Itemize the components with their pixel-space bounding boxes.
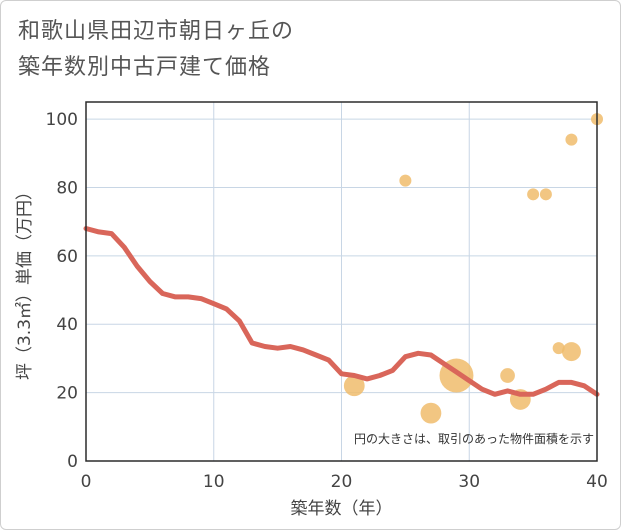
size-note: 円の大きさは、取引のあった物件面積を示す xyxy=(354,431,594,446)
data-point-6 xyxy=(527,188,540,201)
chart-title-line-1: 和歌山県田辺市朝日ヶ丘の xyxy=(18,19,295,44)
data-point-7 xyxy=(539,188,552,201)
data-point-1 xyxy=(399,174,412,187)
y-tick-labels: 0 20 40 60 80 100 xyxy=(46,110,78,472)
x-tick-label-40: 40 xyxy=(586,472,608,492)
data-point-2 xyxy=(420,402,442,424)
y-tick-label-40: 40 xyxy=(56,315,78,335)
x-tick-label-30: 30 xyxy=(458,472,480,492)
data-point-10 xyxy=(565,133,578,146)
data-point-9 xyxy=(561,342,581,362)
chart-title: 和歌山県田辺市朝日ヶ丘の 築年数別中古戸建て価格 xyxy=(18,14,294,86)
y-tick-label-60: 60 xyxy=(56,247,78,267)
y-tick-label-80: 80 xyxy=(56,178,78,198)
trend-line xyxy=(83,226,600,397)
trend-line-group xyxy=(83,226,600,397)
y-tick-label-20: 20 xyxy=(56,384,78,404)
data-point-8 xyxy=(552,342,565,355)
x-tick-label-0: 0 xyxy=(81,472,92,492)
data-point-4 xyxy=(500,368,515,383)
x-axis-title: 築年数（年） xyxy=(291,499,393,519)
chart-title-line-2: 築年数別中古戸建て価格 xyxy=(18,55,272,80)
y-tick-label-0: 0 xyxy=(67,452,78,472)
x-tick-labels: 0 10 20 30 40 xyxy=(81,472,608,492)
y-axis-title: 坪（3.3㎡）単価（万円） xyxy=(15,183,35,380)
x-tick-label-20: 20 xyxy=(331,472,353,492)
plot-border xyxy=(85,101,598,462)
x-tick-label-10: 10 xyxy=(203,472,225,492)
data-point-0 xyxy=(343,375,365,397)
y-tick-label-100: 100 xyxy=(46,110,78,130)
